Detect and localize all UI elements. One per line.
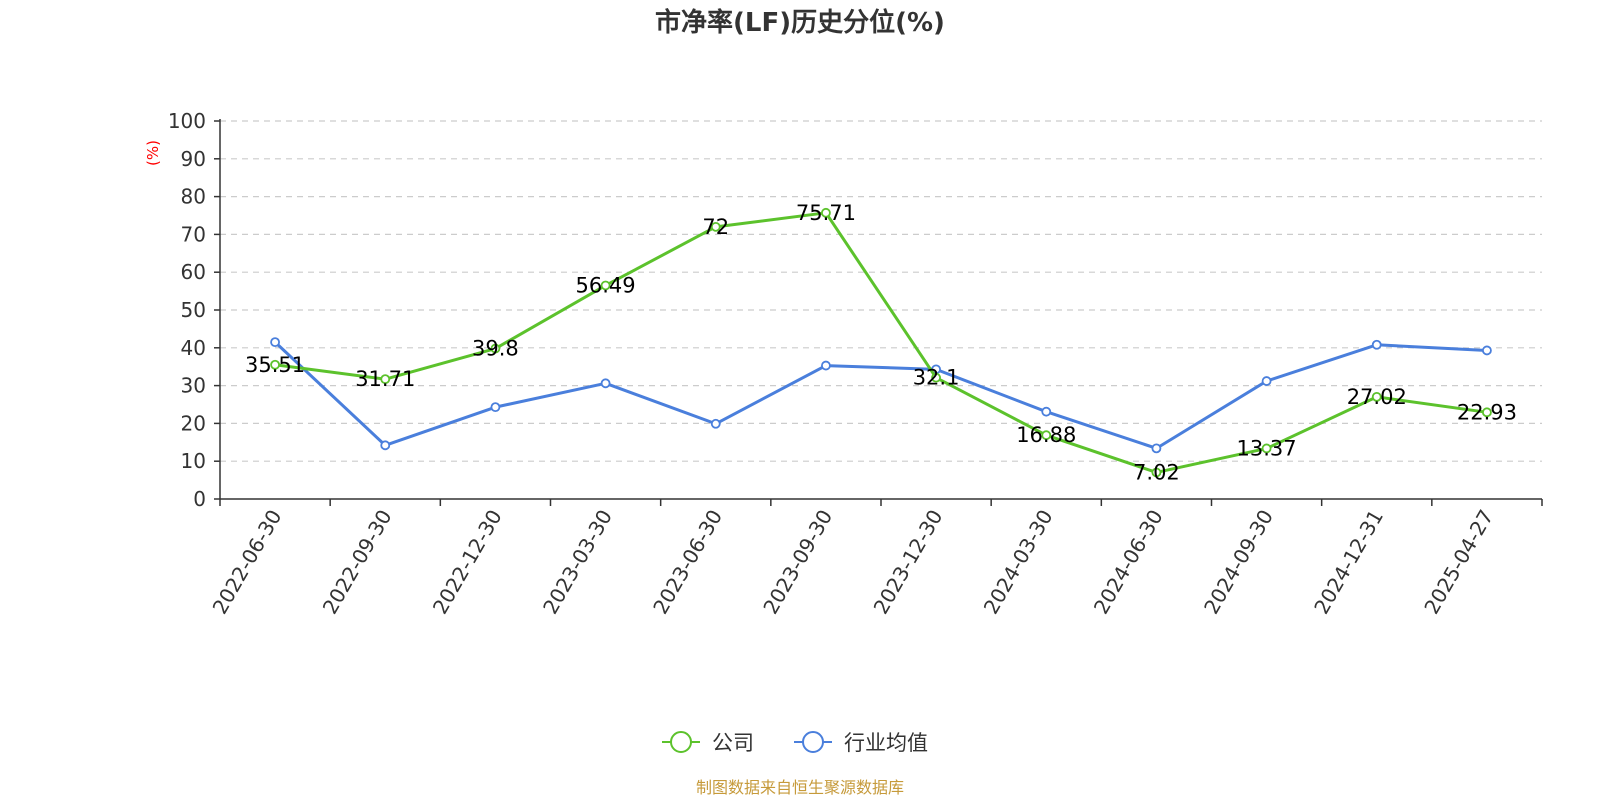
axes: 0 10 20 30 40 50 60 70 80 90 100 2022-06-30 2022-09-…: [168, 109, 1543, 619]
data-labels: 35.51 31.71 39.8 56.49 72 75.71 32.1 16.88 7.02 1…: [245, 201, 1517, 485]
series-0: [270, 207, 1492, 478]
y-tick-label: 10: [181, 449, 206, 473]
data-point: [380, 374, 391, 385]
data-point: [1041, 406, 1052, 417]
data-label: 27.02: [1347, 385, 1407, 409]
series-line: [274, 211, 1488, 474]
data-point: [490, 343, 501, 354]
legend-item-1[interactable]: 行业均值: [794, 731, 928, 755]
legend[interactable]: 公司 行业均值: [662, 731, 928, 755]
data-label: 32.1: [913, 366, 960, 390]
data-point: [710, 418, 721, 429]
data-label: 35.51: [245, 353, 305, 377]
x-tick-label: 2024-06-30: [1089, 506, 1168, 619]
chart-title: 市净率(LF)历史分位(%): [655, 7, 945, 38]
data-label: 13.37: [1237, 436, 1297, 460]
data-point: [490, 402, 501, 413]
data-point: [1261, 443, 1272, 454]
x-tick-label: 2024-03-30: [979, 506, 1058, 619]
y-tick-label: 0: [193, 487, 206, 511]
x-tick-label: 2024-09-30: [1199, 506, 1278, 619]
y-tick-label: 100: [168, 109, 206, 133]
data-label: 56.49: [576, 273, 636, 297]
x-tick-label: 2023-06-30: [648, 506, 727, 619]
x-tick-label: 2023-03-30: [538, 506, 617, 619]
x-tick-label: 2022-06-30: [208, 506, 287, 619]
data-point: [1371, 391, 1382, 402]
x-tick-label: 2022-09-30: [318, 506, 397, 619]
legend-label: 公司: [712, 731, 754, 755]
grid-lines: [220, 120, 1542, 462]
y-tick-label: 50: [181, 298, 206, 322]
data-point: [710, 221, 721, 232]
y-axis-unit-label: (%): [144, 140, 162, 166]
data-point: [1371, 339, 1382, 350]
data-point: [821, 207, 831, 218]
x-tick-label: 2022-12-30: [428, 505, 507, 618]
data-point: [270, 359, 280, 370]
data-point: [821, 360, 831, 371]
data-label: 16.88: [1016, 423, 1076, 447]
series-line: [274, 341, 1487, 450]
data-label: 75.71: [796, 201, 856, 225]
data-label: 31.71: [355, 367, 415, 391]
data-point: [1482, 345, 1492, 356]
data-point: [1261, 376, 1272, 386]
data-point: [270, 337, 280, 348]
data-point: [600, 280, 611, 291]
legend-label: 行业均值: [844, 731, 928, 755]
data-point: [600, 378, 611, 389]
data-point: [1151, 443, 1162, 454]
data-point: [1151, 467, 1162, 478]
y-tick-label: 80: [181, 185, 206, 209]
source-note: 制图数据来自恒生聚源数据库: [696, 778, 904, 797]
data-label: 7.02: [1133, 460, 1180, 484]
series-1: [270, 337, 1492, 454]
y-tick-label: 60: [181, 260, 206, 284]
data-label: 72: [702, 215, 729, 239]
data-point: [1041, 430, 1052, 441]
legend-marker-icon: [802, 731, 824, 753]
x-tick-label: 2024-12-31: [1309, 506, 1388, 619]
data-label: 22.93: [1457, 400, 1517, 424]
data-label: 39.8: [472, 337, 519, 361]
y-tick-label: 90: [181, 147, 206, 171]
x-tick-label: 2023-09-30: [758, 506, 837, 619]
data-point: [380, 440, 391, 451]
legend-item-0[interactable]: 公司: [662, 731, 754, 755]
data-point: [1482, 407, 1492, 418]
data-point: [931, 372, 941, 383]
x-tick-label: 2023-12-30: [869, 505, 948, 618]
y-tick-label: 40: [181, 336, 206, 360]
y-tick-label: 70: [181, 222, 206, 246]
series-layer: [270, 207, 1492, 478]
y-tick-label: 30: [181, 374, 206, 398]
y-tick-label: 20: [181, 411, 206, 435]
x-tick-label: 2025-04-27: [1419, 506, 1498, 619]
legend-marker-icon: [670, 731, 692, 753]
